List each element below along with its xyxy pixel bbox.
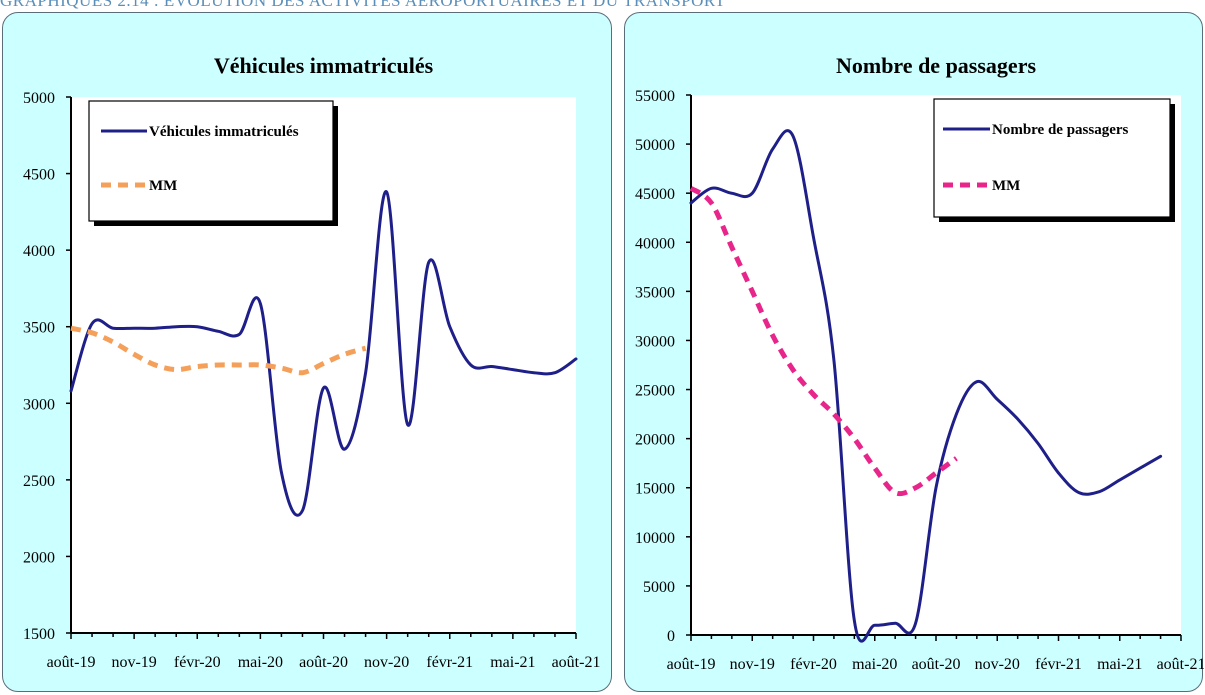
chart-vehicules: Véhicules immatriculés 1500 2000 2500 3000 35… xyxy=(23,53,601,671)
legend-box xyxy=(88,100,334,222)
y-tick-label: 1500 xyxy=(23,626,55,643)
y-tick-label: 4500 xyxy=(23,167,55,184)
y-tick-label: 20000 xyxy=(635,432,675,449)
y-tick-label: 2500 xyxy=(23,473,55,490)
x-tick-label: févr-21 xyxy=(1035,656,1082,673)
page-title: GRAPHIQUES 2.14 : ÉVOLUTION DES ACTIVITÉ… xyxy=(0,0,726,10)
chart-title: Nombre de passagers xyxy=(836,53,1036,78)
chart-panel-vehicules: Véhicules immatriculés 1500 2000 2500 3000 35… xyxy=(2,12,612,692)
x-tick-label: août-19 xyxy=(47,654,96,671)
legend-label: MM xyxy=(992,178,1020,194)
y-tick-label: 10000 xyxy=(635,530,675,547)
legend-label: MM xyxy=(149,178,177,194)
x-tick-label: mai-21 xyxy=(1097,656,1142,673)
x-tick-label: févr-21 xyxy=(426,654,473,671)
x-tick-label: nov-19 xyxy=(730,656,775,673)
y-tick-label: 2000 xyxy=(23,549,55,566)
y-tick-label: 45000 xyxy=(635,186,675,203)
series-line-mm xyxy=(689,186,958,497)
x-tick-label: févr-20 xyxy=(790,656,837,673)
x-tick-label: mai-20 xyxy=(852,656,897,673)
x-tick-label: août-19 xyxy=(667,656,716,673)
x-tick-label: août-21 xyxy=(552,654,601,671)
x-tick-label: mai-21 xyxy=(490,654,535,671)
x-tick-label: nov-20 xyxy=(364,654,409,671)
series-line-main xyxy=(689,129,1163,643)
y-tick-label: 5000 xyxy=(643,579,675,596)
chart-title: Véhicules immatriculés xyxy=(214,53,434,78)
y-tick-label: 30000 xyxy=(635,333,675,350)
chart-passagers: Nombre de passagers 0 5000 10000 15000 20000 2… xyxy=(635,53,1204,673)
y-tick-label: 3000 xyxy=(23,396,55,413)
series-line-main xyxy=(69,190,578,517)
y-tick-label: 0 xyxy=(667,628,675,645)
x-tick-label: août-20 xyxy=(912,656,961,673)
y-tick-label: 5000 xyxy=(23,90,55,107)
series-line-mm xyxy=(70,325,367,376)
chart-panel-passagers: Nombre de passagers 0 5000 10000 15000 20000 2… xyxy=(624,12,1204,692)
y-tick-label: 15000 xyxy=(635,481,675,498)
legend-label: Nombre de passagers xyxy=(992,122,1129,138)
legend-label: Véhicules immatriculés xyxy=(149,124,299,140)
x-tick-label: mai-20 xyxy=(238,654,283,671)
y-tick-label: 50000 xyxy=(635,137,675,154)
y-tick-label: 25000 xyxy=(635,383,675,400)
legend-box xyxy=(933,98,1171,218)
y-tick-label: 35000 xyxy=(635,284,675,301)
y-tick-label: 4000 xyxy=(23,243,55,260)
y-tick-label: 40000 xyxy=(635,235,675,252)
x-tick-label: nov-19 xyxy=(111,654,156,671)
y-tick-label: 55000 xyxy=(635,88,675,105)
x-tick-label: août-20 xyxy=(299,654,348,671)
x-tick-label: nov-20 xyxy=(975,656,1020,673)
y-tick-label: 3500 xyxy=(23,320,55,337)
x-tick-label: févr-20 xyxy=(174,654,221,671)
x-tick-label: août-21 xyxy=(1157,656,1204,673)
